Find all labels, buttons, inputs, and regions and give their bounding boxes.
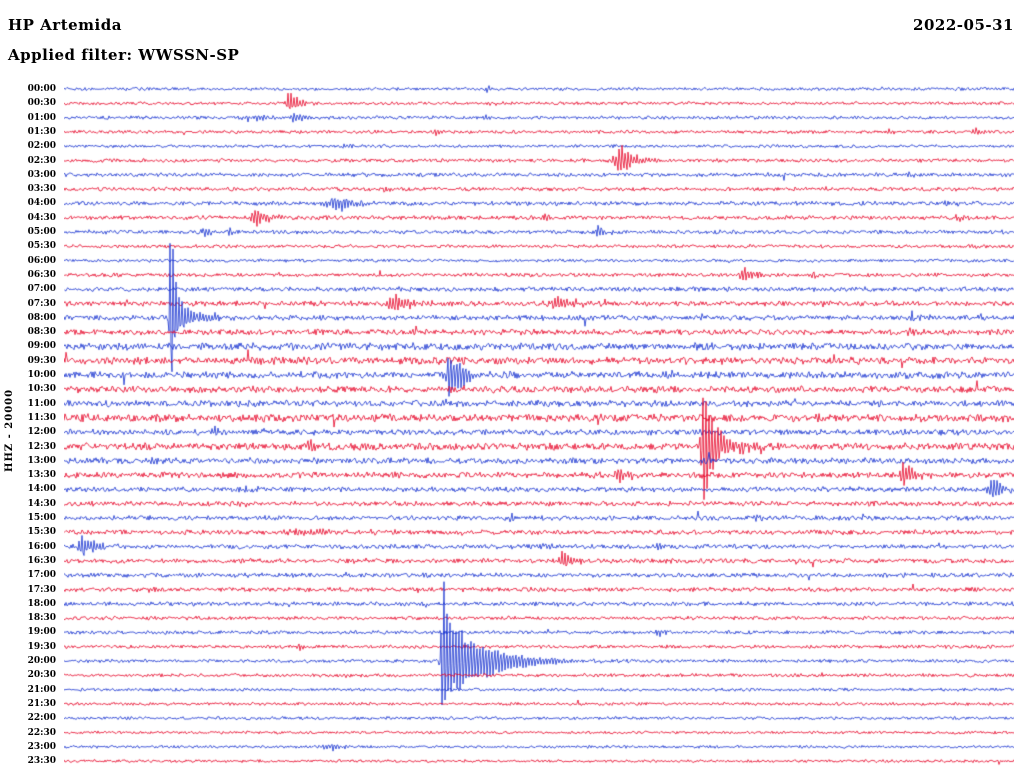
time-label: 19:00 (27, 627, 56, 638)
station-name: HP Artemida (8, 16, 122, 34)
time-label: 03:30 (27, 184, 56, 195)
time-label: 23:00 (27, 741, 56, 752)
time-label: 14:30 (27, 498, 56, 509)
time-label: 11:00 (27, 398, 56, 409)
time-label: 00:30 (27, 98, 56, 109)
time-label: 02:00 (27, 141, 56, 152)
time-label: 15:30 (27, 527, 56, 538)
time-label: 13:30 (27, 470, 56, 481)
time-label: 16:30 (27, 555, 56, 566)
time-label: 04:30 (27, 212, 56, 223)
time-label: 02:30 (27, 155, 56, 166)
time-label: 01:00 (27, 112, 56, 123)
time-label: 20:00 (27, 656, 56, 666)
time-label: 17:30 (27, 584, 56, 595)
time-label: 12:30 (27, 441, 56, 452)
time-label: 14:00 (27, 484, 56, 495)
time-label: 03:00 (27, 169, 56, 180)
time-label: 01:30 (27, 126, 56, 137)
time-labels: 00:00 00:30 01:00 01:30 02:00 02:30 03:00 03:30… (0, 0, 60, 780)
time-label: 04:00 (27, 198, 56, 209)
time-label: 08:30 (27, 327, 56, 338)
time-label: 16:00 (27, 541, 56, 552)
time-label: 20:30 (27, 670, 56, 681)
time-label: 15:00 (27, 513, 56, 523)
time-label: 08:00 (27, 312, 56, 323)
time-label: 22:30 (27, 727, 56, 738)
time-label: 06:00 (27, 255, 56, 266)
time-label: 23:30 (27, 756, 56, 767)
time-label: 06:30 (27, 269, 56, 280)
time-label: 19:30 (27, 641, 56, 652)
time-label: 11:30 (27, 412, 56, 423)
time-label: 09:30 (27, 355, 56, 366)
time-label: 13:00 (27, 455, 56, 466)
time-label: 18:30 (27, 613, 56, 624)
time-label: 07:30 (27, 298, 56, 309)
time-label: 10:00 (27, 370, 56, 380)
time-label: 21:00 (27, 684, 56, 695)
time-label: 17:00 (27, 570, 56, 581)
filter-label: Applied filter: WWSSN-SP (8, 46, 240, 64)
time-label: 05:30 (27, 241, 56, 252)
date-label: 2022-05-31 (913, 16, 1014, 34)
time-label: 07:00 (27, 284, 56, 295)
time-label: 10:30 (27, 384, 56, 395)
time-label: 09:00 (27, 341, 56, 352)
time-label: 12:00 (27, 427, 56, 438)
time-label: 05:00 (27, 227, 56, 237)
seismogram-canvas (64, 82, 1014, 778)
time-label: 18:00 (27, 598, 56, 609)
time-label: 21:30 (27, 698, 56, 709)
time-label: 22:00 (27, 713, 56, 724)
time-label: 00:00 (27, 84, 56, 94)
